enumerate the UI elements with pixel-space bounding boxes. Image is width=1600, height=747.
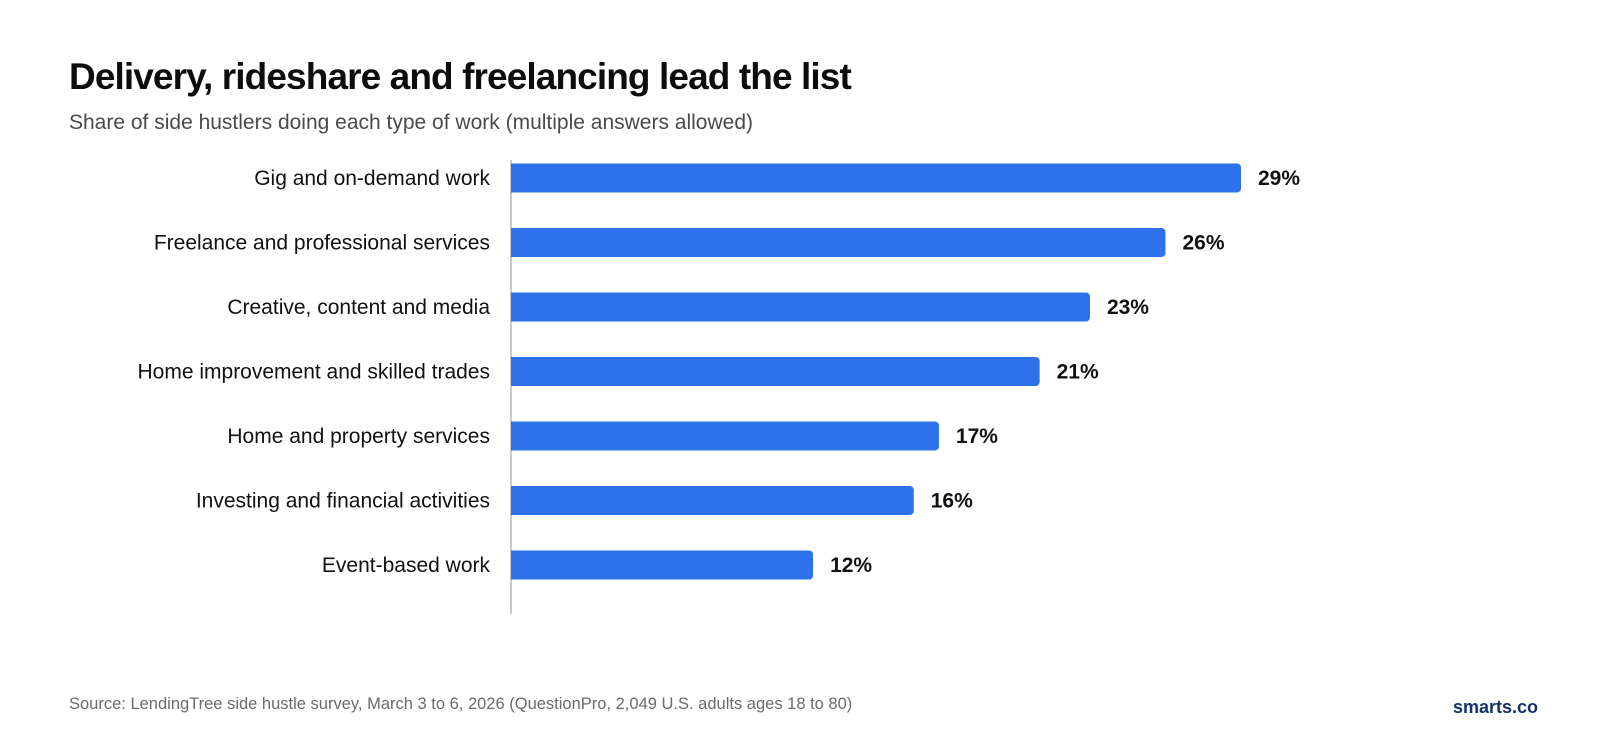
bar-base [511, 163, 517, 193]
bar-base [511, 292, 517, 322]
bar-base [511, 550, 517, 580]
source-note: Source: LendingTree side hustle survey, … [69, 695, 853, 713]
value-label: 17% [956, 425, 998, 448]
bar-base [511, 421, 517, 451]
category-label: Freelance and professional services [154, 232, 490, 255]
bar [511, 550, 814, 580]
category-label: Creative, content and media [227, 296, 490, 319]
value-label: 29% [1258, 167, 1300, 190]
bar [511, 292, 1090, 322]
bar [511, 357, 1040, 386]
bar [511, 421, 939, 451]
value-label: 23% [1107, 296, 1149, 319]
category-label: Event-based work [322, 554, 491, 577]
value-label: 21% [1057, 361, 1099, 384]
category-label: Home improvement and skilled trades [138, 361, 491, 384]
value-label: 12% [830, 554, 872, 577]
bar [511, 486, 914, 515]
bar [511, 228, 1166, 257]
chart-title: Delivery, rideshare and freelancing lead… [69, 56, 852, 97]
bar [511, 163, 1241, 193]
category-label: Gig and on-demand work [254, 167, 490, 190]
category-label: Home and property services [227, 425, 490, 448]
category-label: Investing and financial activities [196, 490, 490, 513]
bar-base [511, 357, 517, 386]
value-label: 26% [1182, 232, 1224, 255]
value-label: 16% [931, 490, 973, 513]
brand-logo: smarts.co [1452, 697, 1538, 717]
chart-subtitle: Share of side hustlers doing each type o… [69, 111, 754, 134]
bar-base [511, 486, 517, 515]
bar-base [511, 228, 517, 257]
